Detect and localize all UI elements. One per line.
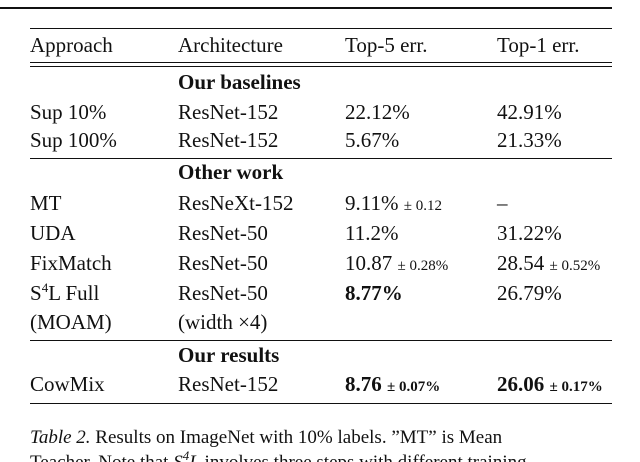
cell-pm: ± 0.07% [387,379,441,395]
header-cell: Approach [30,33,113,57]
section-rule [30,158,612,159]
section-title: Other work [178,160,284,184]
table-cell: Sup 100% [30,128,117,152]
cell-text: FixMatch [30,251,112,275]
cell-text: (width ×4) [178,310,268,334]
cell-text: (MOAM) [30,310,112,334]
table-cell: 26.06 ± 0.17% [497,372,603,399]
cell-text: Sup 100% [30,128,117,152]
table-cell: CowMix [30,372,105,396]
cell-value: 10.87 [345,251,393,275]
table-cell: MT [30,191,62,215]
cell-text: 21.33% [497,128,562,152]
caption-text: S4L [173,449,200,462]
cell-pm: ± 0.12 [403,198,442,214]
cell-text: CowMix [30,372,105,396]
cell-text: Architecture [178,33,283,57]
cell-text: ResNeXt-152 [178,191,294,215]
section-title: Our results [178,343,280,367]
cell-text: – [497,191,508,215]
cell-value: 8.77% [345,281,403,305]
table-cell: 22.12% [345,100,410,124]
cell-text: L Full [48,281,100,305]
table-cell: 10.87 ± 0.28% [345,251,448,278]
caption-text: Results on ImageNet with 10% labels. ”MT… [95,427,503,448]
table-bottom-rule [30,403,612,404]
cell-value: 8.76 [345,372,382,396]
table-top-rule [30,28,612,29]
section-title: Our baselines [178,70,301,94]
cell-text: S [30,281,42,305]
cell-text: ResNet-152 [178,372,279,396]
caption-line: Teacher. Note that S4L involves three st… [30,449,527,462]
cell-pm: ± 0.28% [397,258,449,274]
section-cell: Our results [178,343,279,367]
cell-text: ResNet-152 [178,100,279,124]
cell-value: 28.54 [497,251,545,275]
cell-text: ResNet-50 [178,281,268,305]
cell-text: UDA [30,221,76,245]
table-cell: 8.77% [345,281,403,305]
cell-text: 42.91% [497,100,562,124]
section-cell: Other work [178,160,283,184]
table-cell: (MOAM) [30,310,112,334]
table-cell: – [497,191,508,215]
table-cell: FixMatch [30,251,112,275]
table-cell: 28.54 ± 0.52% [497,251,600,278]
table-cell: 42.91% [497,100,562,124]
cell-text: Sup 10% [30,100,107,124]
cell-text: Top-5 err. [345,33,428,57]
caption-sup: 4 [182,448,190,462]
cell-text: Top-1 err. [497,33,580,57]
table-cell: ResNet-152 [178,372,278,396]
caption-text: S [173,452,183,462]
caption-text: L [189,452,200,462]
cell-value: 9.11% [345,191,399,215]
table-cell: ResNet-50 [178,251,268,275]
table-cell: UDA [30,221,76,245]
table-cell: ResNet-50 [178,281,268,305]
cell-pm: ± 0.52% [549,258,601,274]
table-cell: 11.2% [345,221,398,245]
header-cell: Architecture [178,33,283,57]
table-cell: S4L Full [30,281,99,305]
cell-text: 11.2% [345,221,399,245]
cell-text: MT [30,191,62,215]
section-rule [30,340,612,341]
header-rule [30,66,612,67]
header-cell: Top-5 err. [345,33,428,57]
caption-text: Teacher. Note that [30,452,173,462]
caption-label: Table 2. [30,427,91,448]
caption-text: involves three steps with different trai… [200,452,527,462]
caption-line: Table 2. Results on ImageNet with 10% la… [30,427,502,449]
table-cell: 5.67% [345,128,399,152]
cell-text: 5.67% [345,128,400,152]
cell-text: ResNet-50 [178,251,268,275]
table-cell: ResNeXt-152 [178,191,293,215]
section-cell: Our baselines [178,70,301,94]
table-cell: Sup 10% [30,100,106,124]
table-cell: ResNet-152 [178,100,278,124]
header-cell: Top-1 err. [497,33,580,57]
table-cell: 9.11% ± 0.12 [345,191,442,218]
cell-text: 26.79% [497,281,562,305]
header-rule [30,62,612,63]
top-rule [0,7,612,9]
cell-value: 26.06 [497,372,545,396]
table-cell: 21.33% [497,128,562,152]
table-cell: 8.76 ± 0.07% [345,372,440,399]
table-cell: ResNet-152 [178,128,278,152]
cell-text: ResNet-152 [178,128,279,152]
cell-pm: ± 0.17% [549,379,603,395]
cell-text: 31.22% [497,221,562,245]
cell-text: Approach [30,33,113,57]
cell-text: 22.12% [345,100,410,124]
cell-text: ResNet-50 [178,221,268,245]
cell-sup: 4 [41,280,49,295]
table-cell: 31.22% [497,221,562,245]
table-cell: (width ×4) [178,310,267,334]
table-cell: ResNet-50 [178,221,268,245]
table-cell: 26.79% [497,281,562,305]
